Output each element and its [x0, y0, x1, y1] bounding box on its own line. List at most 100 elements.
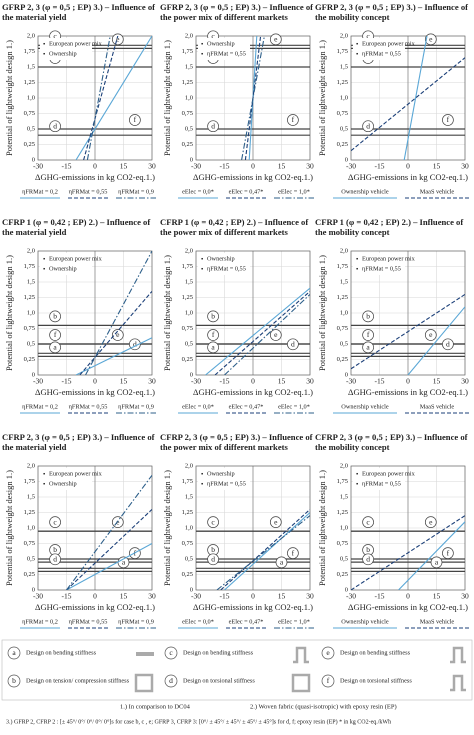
- legend-label: MaaS vehicle: [420, 618, 455, 625]
- note-bullet: ▪: [201, 481, 203, 487]
- x-tick-label: -30: [346, 162, 356, 171]
- design-text: Design on bending stiffness: [26, 649, 97, 656]
- legend-label: eElec = 0,0*: [182, 403, 214, 410]
- y-axis-label: Potential of lightweight design 1.): [317, 470, 327, 586]
- reference-label: b: [211, 545, 215, 554]
- y-tick-label: 1,25: [24, 509, 35, 516]
- y-tick-label: 1,0: [340, 309, 348, 316]
- design-key-circle: [321, 674, 335, 688]
- chart-title: CFRP 1 (φ = 0,42 ; EP) 2.) – Influence o…: [2, 217, 151, 237]
- design-key-circle: [7, 646, 21, 660]
- series-line: [79, 290, 152, 375]
- reference-label-circle: [207, 329, 219, 341]
- x-tick-label: 15: [433, 162, 441, 171]
- y-tick-label: 0,25: [182, 571, 193, 578]
- legend-label: ηFRMat = 0,9: [118, 618, 154, 625]
- x-tick-label: 30: [148, 162, 156, 171]
- y-tick-label: 1,0: [27, 524, 35, 531]
- reference-label-circle: [129, 114, 141, 126]
- y-tick-label: 2,0: [185, 247, 193, 254]
- y-axis-label: Potential of lightweight design 1.): [4, 40, 14, 156]
- reference-label: e: [274, 330, 278, 339]
- reference-label: e: [274, 517, 278, 526]
- design-icon: [134, 673, 154, 693]
- y-tick-label: 0,25: [337, 356, 348, 363]
- note-bullet: ▪: [356, 256, 358, 262]
- legend-label: MaaS vehicle: [420, 188, 455, 195]
- legend-label: MaaS vehicle: [420, 403, 455, 410]
- reference-label-circle: [269, 516, 282, 528]
- x-axis-label: ΔGHG-emissions in kg CO2-eq.1.): [348, 387, 468, 397]
- y-tick-label: 1,5: [185, 278, 193, 285]
- note-text: ηFRMat = 0,55: [207, 265, 246, 272]
- chart-title-box: GFRP 2, 3 (φ = 0,5 ; EP) 3.) – Influence…: [2, 2, 155, 22]
- note-bullet: ▪: [43, 481, 45, 487]
- x-tick-label: 30: [306, 592, 314, 601]
- x-axis-label: ΔGHG-emissions in kg CO2-eq.1.): [348, 602, 468, 612]
- y-tick-label: 0: [190, 586, 193, 593]
- x-tick-label: 15: [120, 162, 128, 171]
- chart-title: CFRP 2, 3 (φ = 0,5 ; EP) 3.) – Influence…: [315, 432, 468, 452]
- y-tick-label: 0,25: [337, 141, 348, 148]
- y-tick-label: 1,25: [182, 294, 193, 301]
- design-text: Design on tension/ compression stiffness: [26, 677, 130, 684]
- x-tick-label: 30: [306, 377, 314, 386]
- note-text: European power mix: [49, 255, 103, 262]
- y-tick-label: 0: [345, 586, 348, 593]
- chart-title: CFRP 2, 3 (φ = 0,5 ; EP) 3.) – Influence…: [2, 432, 155, 452]
- y-tick-label: 0,75: [24, 325, 35, 332]
- reference-label: d: [53, 555, 57, 564]
- y-tick-label: 0,5: [27, 125, 35, 132]
- y-tick-label: 1,5: [340, 493, 348, 500]
- x-tick-label: 0: [251, 377, 255, 386]
- design-text: Design on bending stiffness: [183, 649, 254, 656]
- series-line: [66, 543, 152, 590]
- reference-label: c: [53, 32, 57, 41]
- reference-label: e: [429, 35, 433, 44]
- plot-frame: [37, 465, 153, 591]
- series-line: [351, 293, 465, 370]
- note-text: Ownership: [207, 40, 235, 47]
- chart-title: GFRP 2, 3 (φ = 0,5 ; EP) 3.) – Influence…: [315, 2, 468, 22]
- y-tick-label: 1,0: [27, 309, 35, 316]
- reference-label-circle: [49, 516, 61, 528]
- note-bullet: ▪: [356, 471, 358, 477]
- y-axis-label: Potential of lightweight design 1.): [162, 255, 172, 371]
- reference-label: c: [211, 517, 215, 526]
- y-tick-label: 2,0: [27, 462, 35, 469]
- reference-label: f: [447, 548, 450, 557]
- y-tick-label: 1,75: [337, 478, 348, 485]
- x-tick-label: 15: [278, 592, 286, 601]
- note-bullet: ▪: [201, 51, 203, 57]
- x-tick-label: 0: [406, 592, 410, 601]
- series-line: [398, 521, 465, 590]
- y-axis-label: Potential of lightweight design 1.): [4, 255, 14, 371]
- y-tick-label: 2,0: [340, 247, 348, 254]
- legend-label: eElec = 0,0*: [182, 188, 214, 195]
- y-tick-label: 0,5: [27, 340, 35, 347]
- y-tick-label: 1,75: [182, 48, 193, 55]
- reference-label-circle: [111, 33, 124, 46]
- plot-frame: [195, 465, 311, 591]
- series-line: [66, 474, 152, 590]
- x-axis-label: ΔGHG-emissions in kg CO2-eq.1.): [348, 172, 468, 182]
- plot-frame: [37, 35, 153, 161]
- reference-label: b: [366, 312, 370, 321]
- y-tick-label: 0,75: [337, 325, 348, 332]
- reference-label-circle: [49, 553, 61, 566]
- notes-box: [198, 38, 250, 60]
- series-line: [75, 36, 152, 160]
- notes-box: [198, 253, 250, 275]
- reference-label: b: [211, 312, 215, 321]
- y-tick-label: 1,5: [27, 493, 35, 500]
- legend-label: ηFRMat = 0,2: [22, 188, 58, 195]
- reference-label-circle: [362, 120, 374, 133]
- reference-label-circle: [207, 516, 219, 528]
- note-bullet: ▪: [43, 256, 45, 262]
- reference-label-circle: [287, 114, 299, 126]
- reference-label-circle: [424, 33, 437, 46]
- notes-box: [40, 253, 92, 275]
- x-tick-label: -15: [220, 377, 230, 386]
- note-text: European power mix: [362, 470, 416, 477]
- reference-label-circle: [362, 516, 374, 528]
